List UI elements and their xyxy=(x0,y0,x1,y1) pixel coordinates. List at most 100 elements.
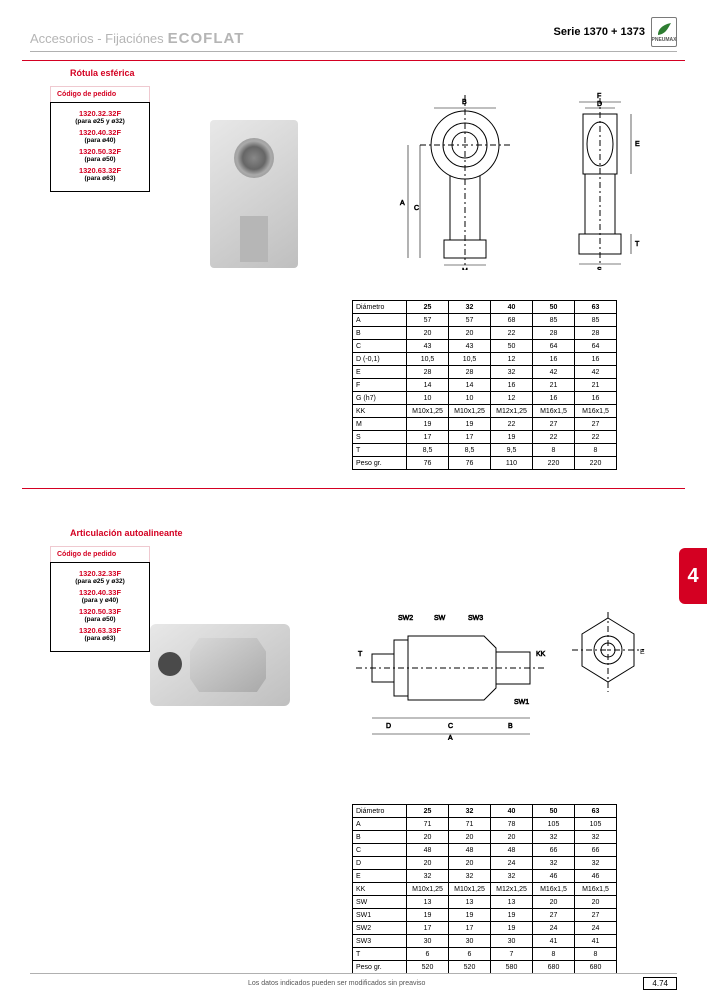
header-left: Accesorios - Fijaciónes ECOFLAT xyxy=(30,30,244,47)
section1-spec-table: Diámetro 25 32 40 50 63 A5757688585 B202… xyxy=(352,300,617,470)
brand-logo: PNEUMAX xyxy=(651,17,677,47)
svg-text:B: B xyxy=(508,723,513,730)
divider-mid xyxy=(22,488,685,489)
order-note: (para ø63) xyxy=(55,635,145,642)
svg-text:SW3: SW3 xyxy=(468,615,483,622)
col-head: 50 xyxy=(533,301,575,314)
svg-text:D: D xyxy=(597,101,602,108)
section1-order-body: 1320.32.32F (para ø25 y ø32) 1320.40.32F… xyxy=(50,102,150,192)
series-label: Serie 1370 + 1373 xyxy=(554,26,645,38)
col-head: 32 xyxy=(449,805,491,818)
table-header-row: Diámetro 25 32 40 50 63 xyxy=(353,301,617,314)
svg-text:SW1: SW1 xyxy=(514,699,529,706)
order-code: 1320.40.32F xyxy=(55,128,145,137)
section2-order-panel: Código de pedido 1320.32.33F (para ø25 y… xyxy=(50,546,150,652)
table-row: M1919222727 xyxy=(353,418,617,431)
table-row: T66788 xyxy=(353,948,617,961)
order-note: (para ø40) xyxy=(55,137,145,144)
col-head: 40 xyxy=(491,301,533,314)
section1-title: Rótula esférica xyxy=(70,68,135,78)
table-row: E2828324242 xyxy=(353,366,617,379)
header-right: Serie 1370 + 1373 PNEUMAX xyxy=(554,17,677,47)
table-row: B2020203232 xyxy=(353,831,617,844)
table-row: Peso gr.7676110220220 xyxy=(353,457,617,470)
section2-order-head: Código de pedido xyxy=(50,546,150,562)
svg-text:F: F xyxy=(597,93,601,100)
footer-disclaimer: Los datos indicados pueden ser modificad… xyxy=(248,980,425,987)
table-row: D (-0,1)10,510,5121616 xyxy=(353,353,617,366)
table-row: F1414162121 xyxy=(353,379,617,392)
order-note: (para ø50) xyxy=(55,616,145,623)
section2-drawing-end: E xyxy=(568,612,648,700)
table-row: G (h7)1010121616 xyxy=(353,392,617,405)
section2-product-photo xyxy=(150,624,290,706)
section2-drawing-side: SW2 SW SW3 KK T D C B A SW1 xyxy=(348,600,548,740)
section1-drawing-front: A C B M xyxy=(390,90,540,270)
svg-text:T: T xyxy=(635,241,640,248)
table-row: C4848486666 xyxy=(353,844,617,857)
divider-top xyxy=(22,60,685,61)
chapter-tab: 4 xyxy=(679,548,707,604)
order-note: (para ø63) xyxy=(55,175,145,182)
table-row: SW11919192727 xyxy=(353,909,617,922)
page-footer: Los datos indicados pueden ser modificad… xyxy=(30,973,677,990)
table-row: KKM10x1,25M10x1,25M12x1,25M16x1,5M16x1,5 xyxy=(353,405,617,418)
col-head: 40 xyxy=(491,805,533,818)
table-row: Peso gr.520520580680680 xyxy=(353,961,617,974)
table-row: S1717192222 xyxy=(353,431,617,444)
table-row: SW33030304141 xyxy=(353,935,617,948)
svg-text:D: D xyxy=(386,723,391,730)
order-code: 1320.63.32F xyxy=(55,166,145,175)
col-head: 63 xyxy=(575,301,617,314)
col-head: Diámetro xyxy=(353,301,407,314)
col-head: 25 xyxy=(407,301,449,314)
svg-text:S: S xyxy=(597,267,602,270)
page-number: 4.74 xyxy=(643,977,677,990)
section1-order-head: Código de pedido xyxy=(50,86,150,102)
table-row: E3232324646 xyxy=(353,870,617,883)
table-row: SW1313132020 xyxy=(353,896,617,909)
svg-text:SW: SW xyxy=(434,615,446,622)
svg-text:SW2: SW2 xyxy=(398,615,413,622)
col-head: 63 xyxy=(575,805,617,818)
table-header-row: Diámetro 25 32 40 50 63 xyxy=(353,805,617,818)
section1-drawing-side: F D E T S xyxy=(555,90,645,270)
order-code: 1320.32.33F xyxy=(55,569,145,578)
order-note: (para ø50) xyxy=(55,156,145,163)
order-note: (para ø25 y ø32) xyxy=(55,118,145,125)
table-row: A5757688585 xyxy=(353,314,617,327)
svg-text:KK: KK xyxy=(536,651,546,658)
table-row: SW21717192424 xyxy=(353,922,617,935)
svg-text:B: B xyxy=(462,99,467,106)
section1-order-panel: Código de pedido 1320.32.32F (para ø25 y… xyxy=(50,86,150,192)
leaf-icon xyxy=(656,22,672,36)
order-code: 1320.32.32F xyxy=(55,109,145,118)
svg-text:T: T xyxy=(358,651,363,658)
svg-text:E: E xyxy=(635,141,640,148)
svg-text:C: C xyxy=(448,723,453,730)
order-code: 1320.40.33F xyxy=(55,588,145,597)
section2-title: Articulación autoalineante xyxy=(70,528,183,538)
col-head: Diámetro xyxy=(353,805,407,818)
table-row: C4343506464 xyxy=(353,340,617,353)
order-code: 1320.50.32F xyxy=(55,147,145,156)
order-code: 1320.50.33F xyxy=(55,607,145,616)
page-header: Accesorios - Fijaciónes ECOFLAT Serie 13… xyxy=(30,18,677,52)
section2-order-body: 1320.32.33F (para ø25 y ø32) 1320.40.33F… xyxy=(50,562,150,652)
section1-product-photo xyxy=(210,120,298,268)
svg-text:A: A xyxy=(448,735,453,740)
table-row: B2020222828 xyxy=(353,327,617,340)
svg-text:C: C xyxy=(414,205,419,212)
col-head: 32 xyxy=(449,301,491,314)
table-row: KKM10x1,25M10x1,25M12x1,25M16x1,5M16x1,5 xyxy=(353,883,617,896)
svg-text:E: E xyxy=(640,649,645,656)
brand-label: ECOFLAT xyxy=(168,30,245,47)
svg-text:M: M xyxy=(462,268,468,270)
table-row: A717178105105 xyxy=(353,818,617,831)
order-note: (para ø25 y ø32) xyxy=(55,578,145,585)
table-row: D2020243232 xyxy=(353,857,617,870)
order-note: (para y ø40) xyxy=(55,597,145,604)
svg-text:A: A xyxy=(400,200,405,207)
section2-spec-table: Diámetro 25 32 40 50 63 A717178105105 B2… xyxy=(352,804,617,974)
col-head: 50 xyxy=(533,805,575,818)
